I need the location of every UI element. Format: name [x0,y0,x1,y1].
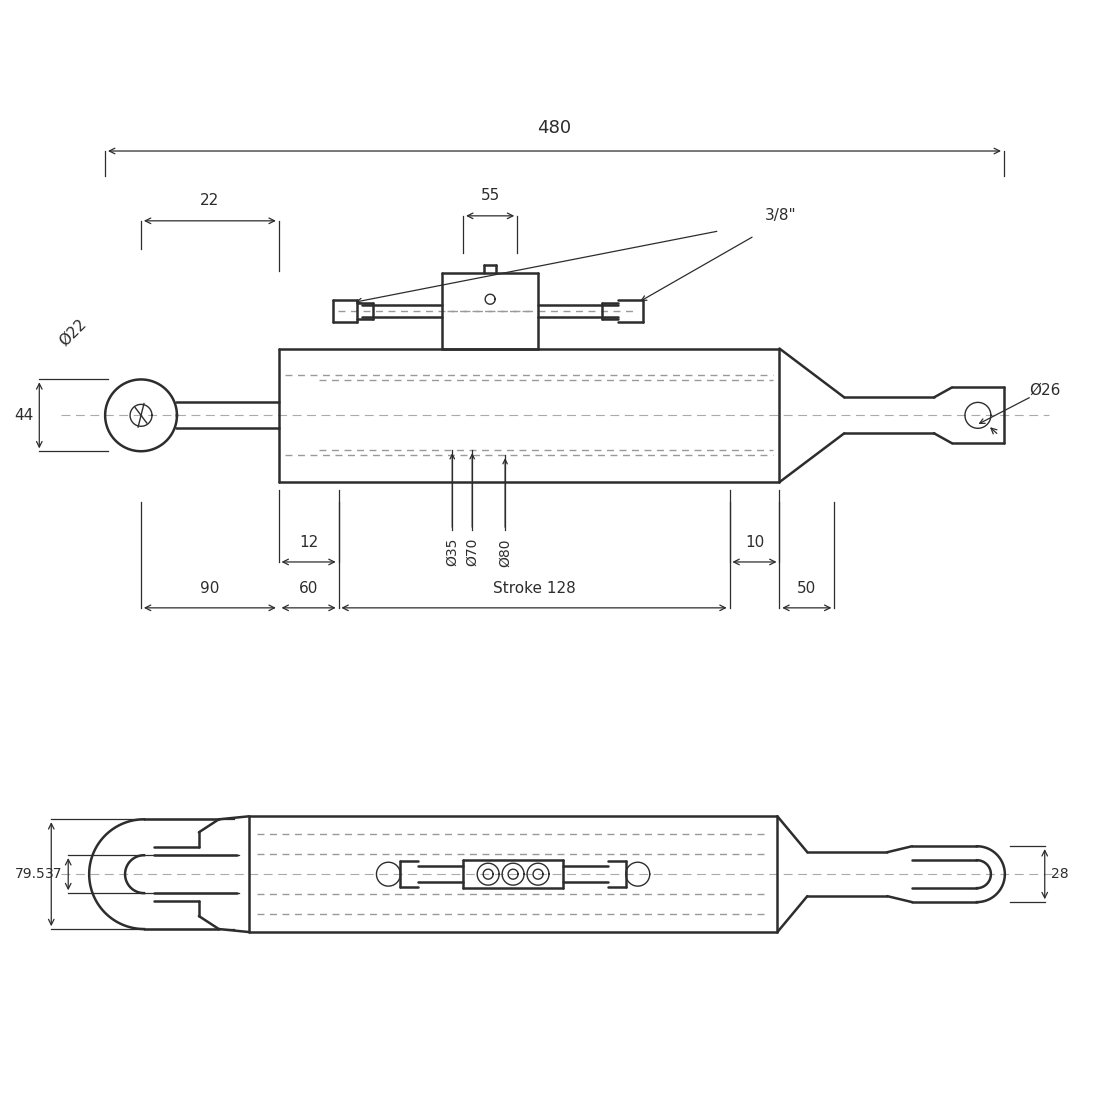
Text: 50: 50 [797,581,817,596]
Text: 60: 60 [299,581,318,596]
Text: 12: 12 [299,535,318,550]
Text: 3/8": 3/8" [764,209,796,223]
Text: 79.5: 79.5 [14,867,45,882]
Text: Ø80: Ø80 [498,538,512,567]
Text: 28: 28 [1051,867,1068,882]
Text: Ø26: Ø26 [1029,383,1061,397]
Text: 55: 55 [481,188,500,203]
Text: Ø35: Ø35 [446,538,459,567]
Text: 44: 44 [14,407,33,423]
Text: Ø70: Ø70 [466,538,479,567]
Text: Stroke 128: Stroke 128 [493,581,575,596]
Text: Ø22: Ø22 [57,316,90,349]
Text: 22: 22 [200,193,220,208]
Text: 90: 90 [200,581,220,596]
Text: 480: 480 [537,119,572,137]
Text: 10: 10 [744,535,764,550]
Text: 37: 37 [45,867,63,882]
